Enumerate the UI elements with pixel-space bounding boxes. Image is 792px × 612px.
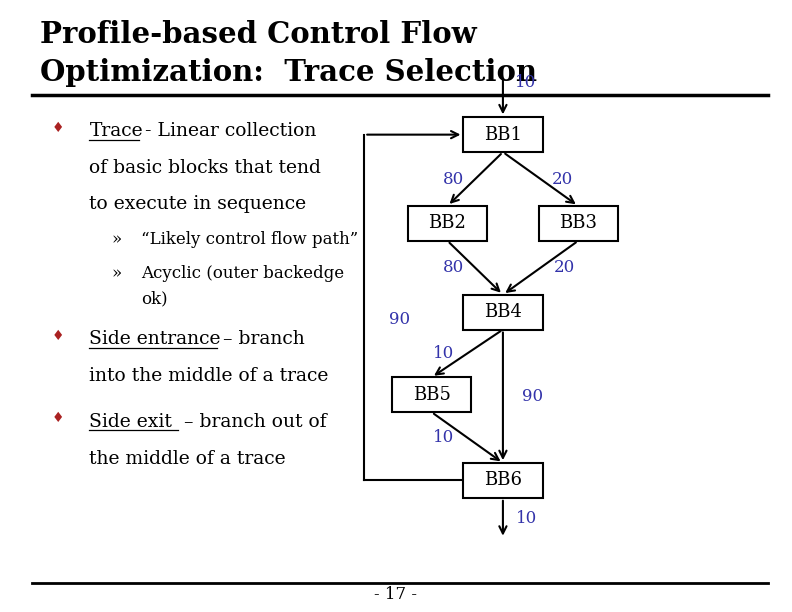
Text: 90: 90 bbox=[390, 312, 410, 328]
Text: - Linear collection: - Linear collection bbox=[139, 122, 316, 140]
FancyBboxPatch shape bbox=[408, 206, 487, 241]
Text: Profile-based Control Flow: Profile-based Control Flow bbox=[40, 20, 476, 48]
Text: Side exit: Side exit bbox=[89, 413, 173, 431]
Text: “Likely control flow path”: “Likely control flow path” bbox=[141, 231, 358, 248]
Text: 10: 10 bbox=[433, 429, 454, 446]
Text: the middle of a trace: the middle of a trace bbox=[89, 450, 286, 468]
Text: - 17 -: - 17 - bbox=[375, 586, 417, 603]
Text: Side entrance: Side entrance bbox=[89, 330, 221, 348]
Text: into the middle of a trace: into the middle of a trace bbox=[89, 367, 329, 385]
Text: ok): ok) bbox=[141, 291, 168, 308]
Text: – branch: – branch bbox=[217, 330, 305, 348]
Text: ♦: ♦ bbox=[51, 411, 64, 425]
FancyBboxPatch shape bbox=[463, 118, 543, 152]
Text: BB1: BB1 bbox=[484, 125, 522, 144]
Text: ♦: ♦ bbox=[51, 121, 64, 135]
Text: 10: 10 bbox=[516, 510, 537, 527]
Text: – branch out of: – branch out of bbox=[178, 413, 326, 431]
Text: 90: 90 bbox=[523, 388, 543, 405]
Text: 10: 10 bbox=[515, 74, 535, 91]
Text: to execute in sequence: to execute in sequence bbox=[89, 195, 307, 212]
Text: 80: 80 bbox=[443, 171, 463, 187]
Text: 20: 20 bbox=[552, 171, 573, 187]
Text: Trace: Trace bbox=[89, 122, 143, 140]
Text: Optimization:  Trace Selection: Optimization: Trace Selection bbox=[40, 58, 537, 87]
Text: »: » bbox=[111, 265, 121, 282]
Text: ♦: ♦ bbox=[51, 329, 64, 343]
Text: BB4: BB4 bbox=[484, 303, 522, 321]
FancyBboxPatch shape bbox=[539, 206, 618, 241]
Text: 80: 80 bbox=[443, 259, 463, 276]
Text: 20: 20 bbox=[554, 259, 575, 276]
Text: BB6: BB6 bbox=[484, 471, 522, 490]
FancyBboxPatch shape bbox=[463, 463, 543, 498]
Text: BB2: BB2 bbox=[428, 214, 466, 233]
Text: of basic blocks that tend: of basic blocks that tend bbox=[89, 159, 322, 177]
Text: BB5: BB5 bbox=[413, 386, 451, 404]
Text: 10: 10 bbox=[433, 345, 454, 362]
FancyBboxPatch shape bbox=[392, 377, 471, 412]
Text: »: » bbox=[111, 231, 121, 248]
FancyBboxPatch shape bbox=[463, 295, 543, 330]
Text: BB3: BB3 bbox=[559, 214, 597, 233]
Text: Acyclic (outer backedge: Acyclic (outer backedge bbox=[141, 265, 344, 282]
